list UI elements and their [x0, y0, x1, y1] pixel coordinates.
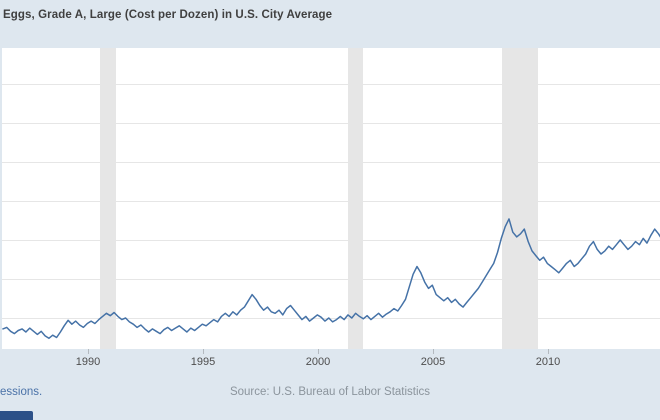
- x-axis-tick: [548, 349, 549, 354]
- recession-band: [502, 48, 538, 349]
- x-axis-tick: [433, 349, 434, 354]
- x-axis-label: 1990: [75, 356, 101, 368]
- x-axis-tick: [203, 349, 204, 354]
- x-axis-label: 2000: [305, 356, 331, 368]
- chart-plot-area[interactable]: [2, 48, 660, 349]
- gridlines: [2, 84, 660, 319]
- x-axis-label: 2005: [420, 356, 446, 368]
- recessions-link[interactable]: essions.: [0, 386, 43, 398]
- x-axis-tick: [88, 349, 89, 354]
- x-axis-label: 2010: [535, 356, 561, 368]
- x-axis-tick: [318, 349, 319, 354]
- chart-title: Eggs, Grade A, Large (Cost per Dozen) in…: [3, 9, 333, 21]
- price-series-line: [2, 218, 660, 340]
- x-axis-label: 1995: [190, 356, 216, 368]
- price-line-chart: [2, 84, 660, 340]
- source-attribution: Source: U.S. Bureau of Labor Statistics: [229, 386, 431, 398]
- cropped-bottom-left-element[interactable]: [0, 411, 33, 420]
